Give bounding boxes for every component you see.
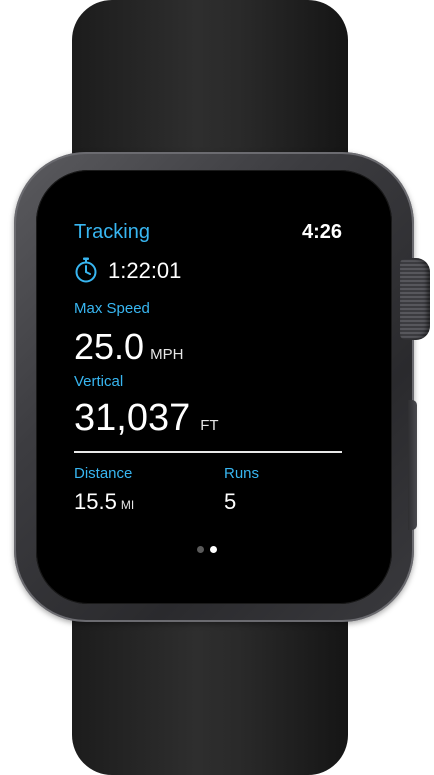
watch-case xyxy=(14,152,414,622)
max-speed-number: 25.0 xyxy=(74,326,145,367)
runs-label: Runs xyxy=(224,465,260,482)
watch-band-top xyxy=(72,0,348,175)
page-indicator xyxy=(197,546,221,554)
distance-value: 15.5 MI xyxy=(74,489,134,515)
clock-time: 4:26 xyxy=(301,221,342,243)
watch-screen: Tracking 4:26 1:22:01 Max Speed 25.0 MPH … xyxy=(60,208,356,576)
elapsed-time: 1:22:01 xyxy=(108,258,182,283)
watch-bezel xyxy=(36,170,392,604)
vertical-number: 31,037 xyxy=(74,397,191,439)
app-title: Tracking xyxy=(74,221,150,243)
vertical-unit: FT xyxy=(200,417,219,434)
side-button[interactable] xyxy=(408,400,417,530)
digital-crown[interactable] xyxy=(400,258,430,340)
divider xyxy=(74,451,342,453)
page-dot-1[interactable] xyxy=(197,546,204,553)
distance-label: Distance xyxy=(74,465,133,482)
stopwatch-icon xyxy=(75,257,97,283)
vertical-label: Vertical xyxy=(74,373,124,390)
max-speed-unit: MPH xyxy=(150,346,184,363)
runs-value: 5 xyxy=(224,489,236,515)
distance-unit: MI xyxy=(120,498,135,512)
vertical-value: 31,037 FT xyxy=(74,397,219,440)
max-speed-value: 25.0 MPH xyxy=(74,326,183,368)
max-speed-label: Max Speed xyxy=(74,300,150,317)
runs-number: 5 xyxy=(224,489,237,514)
page-dot-2-active[interactable] xyxy=(210,546,217,553)
watch-band-bottom xyxy=(72,620,348,775)
distance-number: 15.5 xyxy=(74,489,117,514)
status-bar: Tracking 4:26 xyxy=(74,221,342,247)
